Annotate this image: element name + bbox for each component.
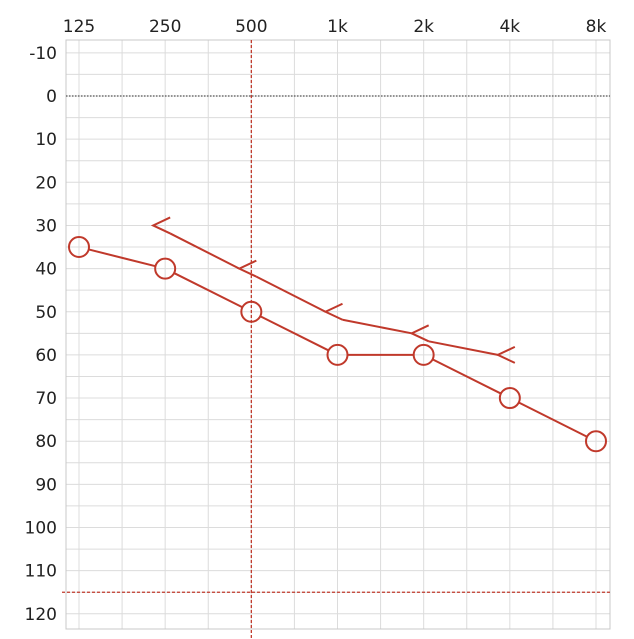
series-lessthan-segment <box>169 232 240 270</box>
x-tick-label: 2k <box>413 17 434 37</box>
series-circle-segment <box>88 248 156 268</box>
circle-marker <box>326 343 349 366</box>
less-than-marker <box>409 324 430 343</box>
x-tick-label: 125 <box>63 17 95 37</box>
less-than-marker <box>323 302 343 321</box>
y-tick-label: 70 <box>35 389 57 409</box>
grid <box>66 40 610 629</box>
y-tick-label: 40 <box>35 260 57 280</box>
series-circle-segment <box>173 272 243 309</box>
reference-lines <box>62 40 610 639</box>
x-tick-label: 250 <box>149 17 181 37</box>
y-tick-label: 110 <box>25 562 57 582</box>
x-tick-label: 8k <box>586 17 607 37</box>
series-circle-segment <box>432 358 502 395</box>
y-tick-label: 50 <box>35 303 57 323</box>
series-lessthan-segment <box>428 340 499 356</box>
circle-marker <box>240 300 263 323</box>
series-circle-segment <box>518 401 588 438</box>
less-than-marker <box>495 345 516 364</box>
circle-marker <box>68 236 90 259</box>
series-lessthan-segment <box>342 318 412 335</box>
y-tick-label: 120 <box>25 605 57 625</box>
y-tick-label: 10 <box>35 130 57 150</box>
y-tick-label: 60 <box>35 346 57 366</box>
y-tick-label: 30 <box>35 216 57 236</box>
y-tick-label: 0 <box>46 87 57 107</box>
plot-frame <box>65 39 611 630</box>
y-tick-label: 90 <box>35 475 57 495</box>
series-circle-segment <box>259 315 330 352</box>
tick-labels: 125 250 500 1k 2k 4k 8k -10 0 10 20 30 40 50 60 70 80 90 1… <box>25 17 607 625</box>
series <box>68 216 607 453</box>
x-tick-label: 500 <box>235 17 267 37</box>
less-than-marker <box>236 259 257 278</box>
y-tick-label: 100 <box>25 519 57 539</box>
y-tick-label: -10 <box>29 44 57 64</box>
series-lessthan-segment <box>255 275 326 313</box>
x-tick-label: 4k <box>499 17 520 37</box>
less-than-marker <box>150 216 171 235</box>
circle-marker <box>154 257 177 280</box>
y-tick-label: 20 <box>35 173 57 193</box>
x-tick-label: 1k <box>327 17 348 37</box>
circle-marker <box>498 387 521 410</box>
y-tick-label: 80 <box>35 432 57 452</box>
circle-marker <box>585 430 607 453</box>
circle-marker <box>412 343 435 366</box>
